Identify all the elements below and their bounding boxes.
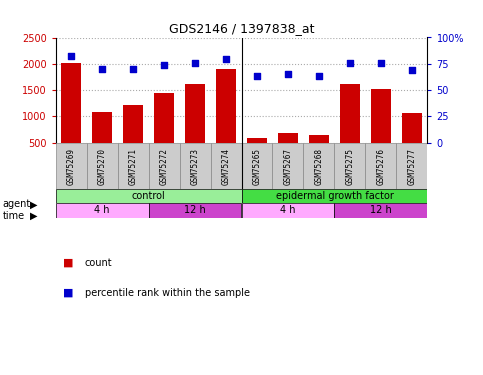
Bar: [247, 138, 267, 143]
Bar: [366, 143, 397, 189]
Point: [346, 60, 354, 66]
Point: [67, 53, 75, 59]
Bar: [61, 63, 81, 143]
Text: GSM75265: GSM75265: [253, 148, 261, 184]
Text: GSM75271: GSM75271: [128, 148, 138, 184]
Bar: [211, 143, 242, 189]
Bar: [371, 88, 391, 143]
Bar: [154, 93, 174, 143]
Bar: [92, 112, 112, 143]
Bar: [309, 135, 329, 143]
Title: GDS2146 / 1397838_at: GDS2146 / 1397838_at: [169, 22, 314, 35]
Text: 12 h: 12 h: [370, 206, 392, 216]
Point: [160, 62, 168, 68]
Bar: [117, 143, 149, 189]
Bar: [180, 143, 211, 189]
Bar: [242, 189, 427, 204]
Point: [222, 56, 230, 62]
Text: GSM75277: GSM75277: [408, 148, 416, 184]
Bar: [149, 204, 242, 218]
Bar: [402, 113, 422, 143]
Text: GSM75275: GSM75275: [345, 148, 355, 184]
Text: epidermal growth factor: epidermal growth factor: [275, 192, 394, 201]
Text: GSM75267: GSM75267: [284, 148, 293, 184]
Bar: [334, 204, 427, 218]
Bar: [56, 143, 86, 189]
Bar: [242, 204, 334, 218]
Point: [377, 60, 385, 66]
Point: [315, 74, 323, 80]
Text: GSM75276: GSM75276: [376, 148, 385, 184]
Text: ■: ■: [63, 258, 77, 267]
Bar: [340, 84, 360, 143]
Bar: [216, 69, 236, 143]
Bar: [278, 133, 298, 143]
Point: [284, 71, 292, 77]
Bar: [123, 105, 143, 143]
Text: 12 h: 12 h: [184, 206, 206, 216]
Bar: [242, 143, 272, 189]
Bar: [272, 143, 303, 189]
Text: ▶: ▶: [30, 200, 38, 209]
Bar: [334, 143, 366, 189]
Text: ▶: ▶: [30, 211, 38, 220]
Point: [253, 74, 261, 80]
Point: [98, 66, 106, 72]
Point: [191, 60, 199, 66]
Text: percentile rank within the sample: percentile rank within the sample: [85, 288, 250, 297]
Bar: [86, 143, 117, 189]
Text: count: count: [85, 258, 112, 267]
Text: GSM75269: GSM75269: [67, 148, 75, 184]
Point: [129, 66, 137, 72]
Bar: [149, 143, 180, 189]
Text: GSM75272: GSM75272: [159, 148, 169, 184]
Bar: [56, 189, 242, 204]
Text: control: control: [132, 192, 165, 201]
Text: agent: agent: [2, 200, 30, 209]
Bar: [397, 143, 427, 189]
Point: [408, 67, 416, 73]
Bar: [303, 143, 334, 189]
Text: ■: ■: [63, 288, 77, 297]
Text: GSM75268: GSM75268: [314, 148, 324, 184]
Text: GSM75273: GSM75273: [190, 148, 199, 184]
Bar: [56, 204, 149, 218]
Text: 4 h: 4 h: [94, 206, 110, 216]
Text: time: time: [2, 211, 25, 220]
Text: 4 h: 4 h: [280, 206, 296, 216]
Text: GSM75270: GSM75270: [98, 148, 107, 184]
Text: GSM75274: GSM75274: [222, 148, 230, 184]
Bar: [185, 84, 205, 143]
